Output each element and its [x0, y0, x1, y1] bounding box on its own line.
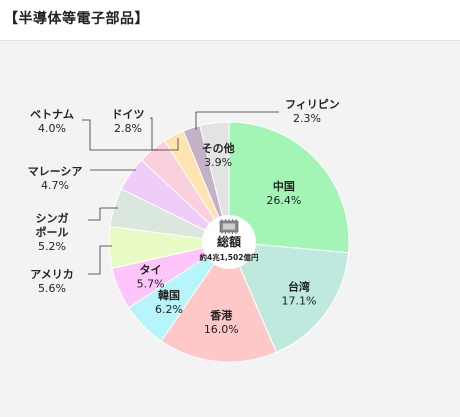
chip-icon — [219, 219, 239, 234]
slice-value-label-3: 6.2% — [155, 303, 183, 316]
chart-title: 【半導体等電子部品】 — [4, 11, 149, 27]
slice-value-label-4: 5.7% — [137, 277, 165, 290]
slice-value-label-9: 2.8% — [114, 122, 142, 135]
slice-name-label-6-1: ポール — [36, 225, 69, 239]
slice-name-label-9: ドイツ — [112, 108, 145, 121]
pie-slice-11 — [199, 121, 230, 243]
leader-line-5 — [88, 245, 112, 275]
leader-line-10 — [195, 111, 279, 130]
slice-name-label-0: 中国 — [273, 179, 295, 193]
center-total-label: 総額 — [217, 234, 241, 249]
slice-value-label-11: 3.9% — [204, 156, 232, 169]
pie-slice-0 — [228, 121, 350, 254]
pie-center-hole — [202, 215, 256, 269]
slice-value-label-6: 5.2% — [38, 240, 66, 253]
leader-line-8 — [82, 119, 158, 151]
leader-line-6 — [88, 207, 118, 221]
slice-name-label-8: ベトナム — [30, 108, 74, 121]
slice-name-label-6-0: シンガ — [36, 211, 69, 225]
slice-value-label-8: 4.0% — [38, 122, 66, 135]
slice-name-label-1: 台湾 — [288, 280, 310, 294]
pie-slice-1 — [228, 241, 350, 353]
slice-name-label-3: 韓国 — [158, 288, 180, 302]
slice-value-label-2: 16.0% — [204, 323, 239, 336]
slice-name-label-10: フィリピン — [285, 98, 340, 111]
slice-value-label-0: 26.4% — [266, 194, 301, 207]
pie-slice-2 — [160, 240, 278, 363]
chart-header: 【半導体等電子部品】 — [0, 0, 460, 36]
center-total-amount: 約4兆1,502億円 — [200, 252, 259, 262]
slice-value-label-5: 5.6% — [38, 282, 66, 295]
slice-value-label-7: 4.7% — [41, 179, 69, 192]
slice-name-label-5: アメリカ — [30, 268, 73, 281]
slice-name-label-11: その他 — [202, 141, 235, 155]
slice-name-label-7: マレーシア — [28, 165, 83, 178]
slice-value-label-1: 17.1% — [281, 295, 316, 308]
leader-line-9 — [150, 117, 179, 151]
slice-value-label-10: 2.3% — [293, 112, 321, 125]
slice-name-label-4: タイ — [140, 263, 162, 276]
slice-name-label-2: 香港 — [209, 308, 233, 322]
